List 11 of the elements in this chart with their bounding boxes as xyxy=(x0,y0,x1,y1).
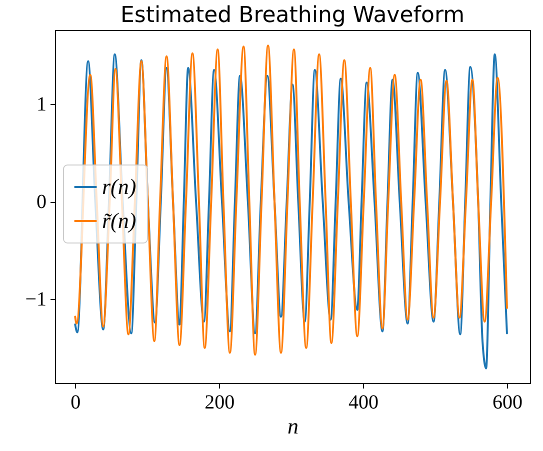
chart-title: Estimated Breathing Waveform xyxy=(120,3,465,28)
x-tick-label: 200 xyxy=(204,392,235,414)
x-axis-title: n xyxy=(288,414,298,438)
x-tick-label: 0 xyxy=(70,392,81,414)
x-tick-label: 400 xyxy=(348,392,379,414)
x-tick-label: 600 xyxy=(492,392,522,414)
y-tick-label: −1 xyxy=(25,288,46,311)
legend-label: r̃(n) xyxy=(102,208,136,233)
y-tick-label: 0 xyxy=(36,191,46,214)
y-tick-label: 1 xyxy=(36,94,46,116)
legend-label: r(n) xyxy=(102,174,136,199)
